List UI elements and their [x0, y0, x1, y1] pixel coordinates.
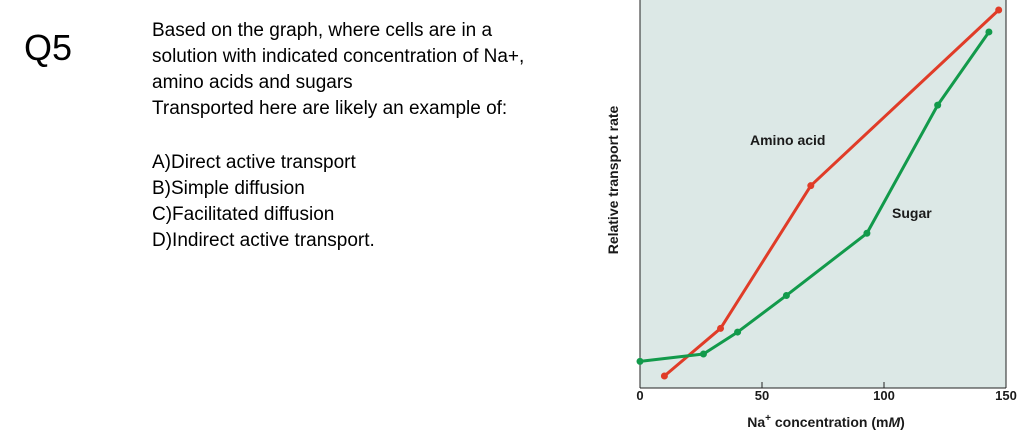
transport-rate-chart: 0 50 100 150 Amino acid Sugar Relative tran…: [605, 0, 1017, 430]
y-axis-title: Relative transport rate: [605, 105, 621, 254]
series-label-sugar: Sugar: [892, 205, 932, 221]
option-d: D)Indirect active transport.: [152, 230, 375, 251]
option-b: B)Simple diffusion: [152, 178, 305, 199]
data-point-sugar: [985, 28, 993, 36]
data-point-sugar: [782, 291, 790, 299]
data-point-sugar: [934, 101, 942, 109]
data-point-sugar: [863, 229, 871, 237]
data-point-amino-acid: [995, 6, 1003, 14]
plot-area: [640, 0, 1006, 388]
data-point-amino-acid: [807, 182, 815, 190]
answer-options: A)Direct active transport B)Simple diffu…: [152, 150, 375, 254]
data-point-amino-acid: [660, 372, 668, 380]
option-c: C)Facilitated diffusion: [152, 204, 335, 225]
x-tick-label: 100: [873, 388, 895, 403]
question-number: Q5: [24, 27, 73, 68]
option-a: A)Direct active transport: [152, 152, 356, 173]
question-text: Based on the graph, where cells are in a…: [152, 18, 602, 122]
x-ticks: 0 50 100 150: [636, 382, 1017, 403]
data-point-sugar: [636, 357, 644, 365]
question-line: solution with indicated concentration of…: [152, 46, 525, 67]
question-line: amino acids and sugars: [152, 72, 353, 93]
question-line: Based on the graph, where cells are in a: [152, 20, 493, 41]
x-axis-title: Na+ concentration (mM): [747, 413, 905, 430]
data-point-sugar: [699, 350, 707, 358]
x-tick-label: 150: [995, 388, 1017, 403]
x-tick-label: 0: [636, 388, 643, 403]
data-point-amino-acid: [717, 324, 725, 332]
series-line-amino-acid: [663, 8, 1000, 378]
series-layer: [636, 6, 1003, 380]
x-tick-label: 50: [755, 388, 769, 403]
series-label-amino-acid: Amino acid: [750, 132, 825, 148]
data-point-sugar: [734, 328, 742, 336]
question-line: Transported here are likely an example o…: [152, 98, 508, 119]
